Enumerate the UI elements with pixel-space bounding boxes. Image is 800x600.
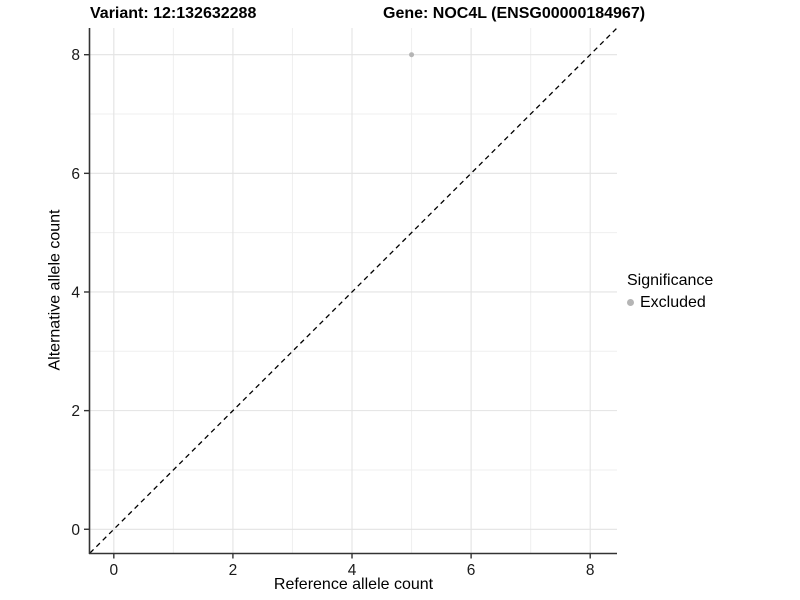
legend-item-excluded: Excluded: [627, 293, 713, 312]
y-tick-label: 4: [71, 284, 80, 301]
y-tick-label: 6: [71, 166, 80, 183]
y-tick-label: 8: [71, 47, 80, 64]
excluded-point-icon: [627, 299, 634, 306]
y-axis-title: Alternative allele count: [46, 209, 64, 371]
y-tick-label: 2: [71, 403, 80, 420]
x-axis-title: Reference allele count: [273, 576, 434, 593]
legend-title: Significance: [627, 272, 714, 289]
gene-title: Gene: NOC4L (ENSG00000184967): [383, 5, 646, 22]
variant-title: Variant: 12:132632288: [90, 5, 257, 22]
y-tick-label: 0: [71, 522, 80, 539]
legend: Significance Excluded: [627, 271, 713, 312]
x-tick-label: 6: [467, 562, 476, 579]
data-point: [409, 52, 415, 58]
identity-dashed-line: [89, 27, 618, 554]
x-tick-label: 2: [229, 562, 238, 579]
x-tick-label: 0: [110, 562, 119, 579]
x-tick-label: 4: [348, 562, 357, 579]
x-tick-label: 8: [586, 562, 595, 579]
legend-item-label: Excluded: [640, 294, 706, 311]
